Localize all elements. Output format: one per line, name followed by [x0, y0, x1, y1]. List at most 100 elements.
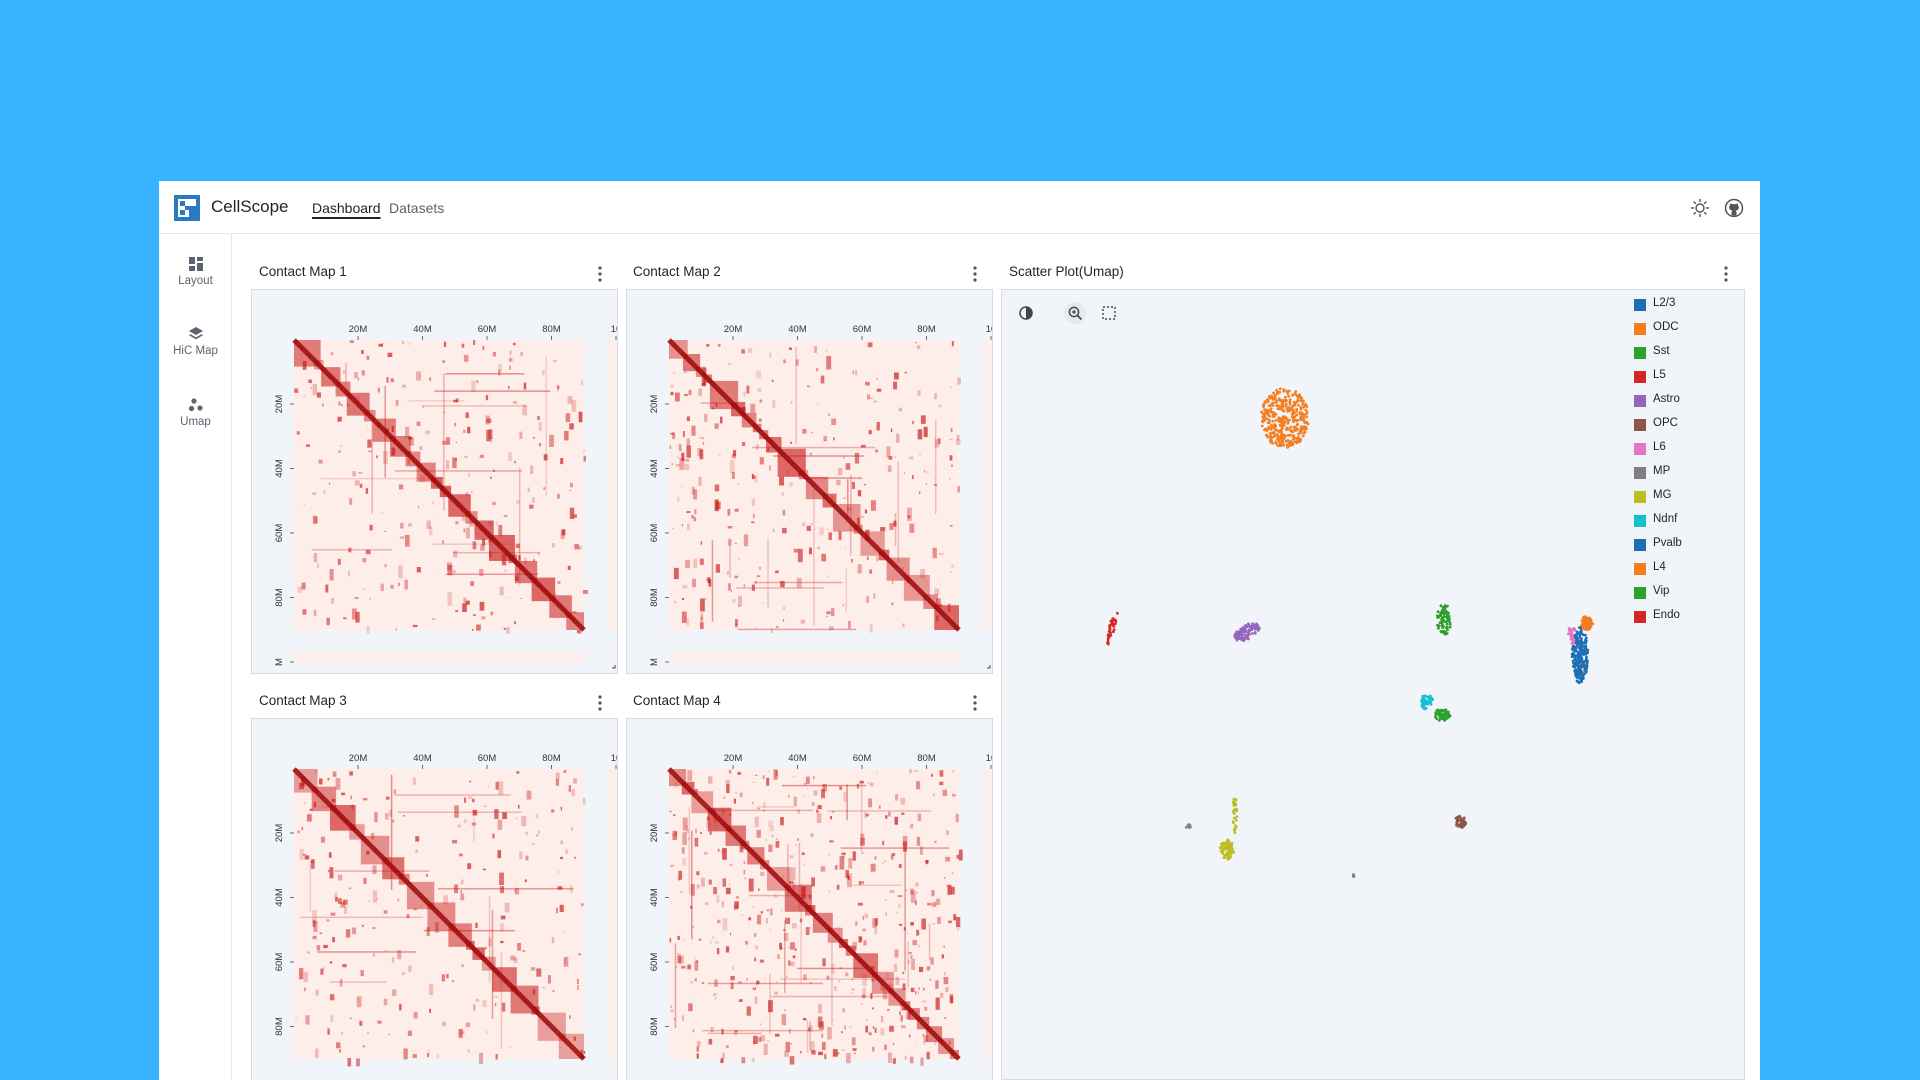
contact-cell — [442, 540, 445, 544]
contact-cell — [829, 840, 834, 843]
contact-map-3-canvas[interactable]: 20M40M60M80M1020M40M60M80MM — [251, 718, 618, 1080]
cluster-pvalb — [1570, 625, 1590, 685]
more-options-icon[interactable] — [970, 694, 980, 712]
heatmap-svg: 20M40M60M80M1020M40M60M80MM — [252, 290, 617, 673]
contact-cell — [781, 909, 783, 912]
legend-item-opc[interactable]: OPC — [1634, 416, 1744, 434]
contact-streak — [334, 870, 430, 872]
contact-cell — [743, 869, 746, 875]
umap-point — [1585, 655, 1588, 659]
contact-cell — [704, 413, 708, 423]
umap-point — [1106, 640, 1110, 644]
contact-cell — [508, 452, 513, 462]
umap-point — [1585, 661, 1589, 665]
contact-cell — [906, 889, 908, 892]
contact-cell — [812, 802, 815, 806]
contact-streak — [445, 373, 525, 375]
contact-cell — [313, 801, 317, 808]
contact-cell — [766, 909, 770, 912]
contact-cell — [846, 873, 852, 888]
box-select-icon[interactable] — [1098, 302, 1120, 324]
contact-cell — [569, 423, 574, 430]
contact-cell — [335, 778, 341, 790]
umap-point — [1582, 664, 1586, 668]
umap-point — [1266, 399, 1270, 403]
legend-item-l4[interactable]: L4 — [1634, 560, 1744, 578]
tab-dashboard[interactable]: Dashboard — [312, 200, 381, 216]
umap-point — [1220, 845, 1223, 849]
sidebar-item-layout[interactable]: Layout — [159, 256, 232, 308]
tab-datasets[interactable]: Datasets — [389, 200, 445, 216]
sidebar-item-umap[interactable]: Umap — [159, 397, 232, 449]
legend-item-sst[interactable]: Sst — [1634, 344, 1744, 362]
contact-map-4-canvas[interactable]: 20M40M60M80M1020M40M60M80MM — [626, 718, 993, 1080]
legend-item-mp[interactable]: MP — [1634, 464, 1744, 482]
zoom-in-icon[interactable] — [1064, 302, 1086, 324]
legend-item-l5[interactable]: L5 — [1634, 368, 1744, 386]
contact-cell — [494, 809, 499, 819]
contrast-toggle-icon[interactable] — [1015, 302, 1037, 324]
contact-cell — [754, 996, 758, 1004]
contact-cell — [688, 1003, 693, 1012]
more-options-icon[interactable] — [970, 265, 980, 283]
github-icon[interactable] — [1724, 198, 1744, 218]
contact-cell — [852, 1048, 857, 1051]
contact-cell — [681, 485, 683, 488]
contact-streak — [780, 978, 906, 980]
contact-cell — [463, 429, 466, 434]
contact-cell — [371, 832, 375, 840]
legend-item-l6[interactable]: L6 — [1634, 440, 1744, 458]
sidebar-item-hic-map[interactable]: HiC Map — [159, 326, 232, 378]
contact-cell — [429, 1008, 431, 1013]
contact-cell — [315, 1048, 319, 1058]
cluster-ndnf — [1420, 694, 1435, 711]
contact-cell — [820, 375, 825, 384]
contact-cell — [453, 884, 458, 894]
legend-item-l2-3[interactable]: L2/3 — [1634, 296, 1744, 314]
contact-cell — [782, 619, 785, 622]
contact-cell — [892, 852, 896, 857]
umap-point — [1587, 616, 1591, 620]
contact-cell — [768, 1000, 773, 1013]
contact-streak — [712, 809, 813, 812]
more-options-icon[interactable] — [595, 694, 605, 712]
umap-point — [1230, 847, 1233, 850]
contact-cell — [922, 999, 927, 1003]
legend-item-endo[interactable]: Endo — [1634, 608, 1744, 626]
resize-handle-icon — [612, 665, 616, 669]
contact-cell — [870, 500, 876, 511]
umap-point — [1109, 623, 1112, 627]
legend-item-odc[interactable]: ODC — [1634, 320, 1744, 338]
contact-cell — [948, 920, 952, 924]
contact-cell — [323, 944, 328, 949]
contact-cell — [927, 471, 929, 474]
umap-point — [1235, 638, 1239, 642]
contact-cell — [429, 525, 433, 536]
contact-cell — [827, 528, 829, 530]
umap-point — [1225, 847, 1228, 851]
contact-streak — [850, 474, 852, 556]
umap-point — [1114, 620, 1118, 623]
scatter-plot-area[interactable]: L2/3 ODC Sst L5 Astro OPC L6 MP MG Ndnf … — [1001, 289, 1745, 1080]
contact-cell — [560, 856, 564, 860]
contact-cell — [789, 881, 794, 884]
contact-map-1-canvas[interactable]: 20M40M60M80M1020M40M60M80MM — [251, 289, 618, 674]
contact-cell — [730, 975, 735, 981]
contact-cell — [802, 974, 807, 981]
theme-toggle-sun-icon[interactable] — [1690, 198, 1710, 218]
cellscope-logo-icon[interactable] — [174, 195, 200, 221]
contact-cell — [873, 593, 876, 599]
contact-map-2-canvas[interactable]: 20M40M60M80M1020M40M60M80MM — [626, 289, 993, 674]
legend-item-pvalb[interactable]: Pvalb — [1634, 536, 1744, 554]
contact-cell — [376, 455, 378, 459]
more-options-icon[interactable] — [595, 265, 605, 283]
contact-streak — [488, 895, 491, 983]
more-options-icon[interactable] — [1721, 265, 1731, 283]
legend-item-vip[interactable]: Vip — [1634, 584, 1744, 602]
contact-cell — [678, 870, 683, 880]
legend-item-astro[interactable]: Astro — [1634, 392, 1744, 410]
contact-cell — [395, 399, 399, 406]
umap-point — [1429, 702, 1433, 706]
legend-item-ndnf[interactable]: Ndnf — [1634, 512, 1744, 530]
legend-item-mg[interactable]: MG — [1634, 488, 1744, 506]
